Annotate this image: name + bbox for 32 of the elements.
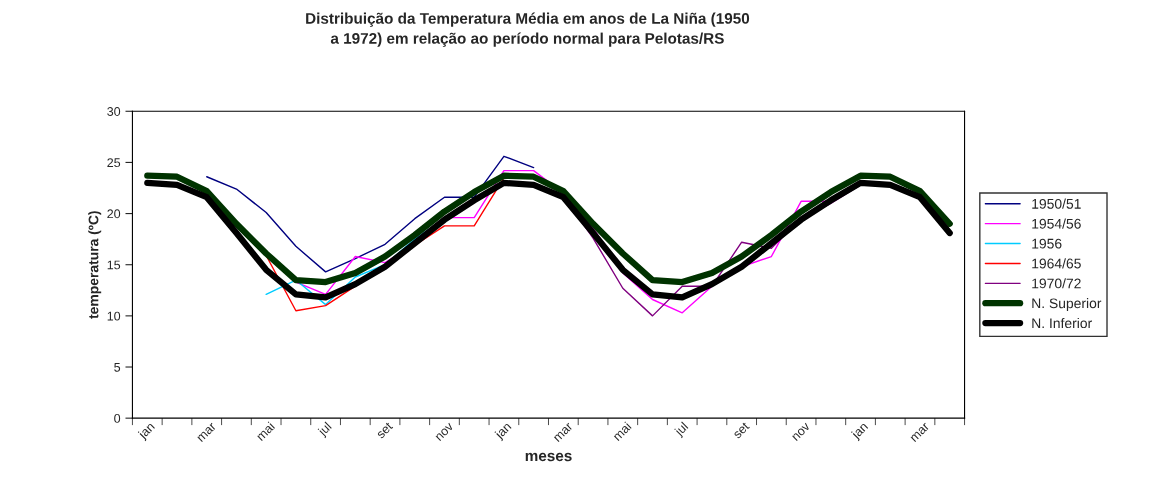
legend-label: 1956 — [1032, 238, 1062, 249]
y-tick-label: 0 — [114, 413, 121, 423]
x-tick-label: mar — [910, 422, 930, 443]
x-tick-label: nov — [435, 422, 454, 442]
legend-label: 1964/65 — [1032, 258, 1081, 269]
legend-label: 1970/72 — [1032, 278, 1081, 289]
line-series — [206, 155, 535, 273]
y-tick-label: 20 — [107, 209, 121, 219]
x-tick-label: jan — [850, 421, 870, 442]
x-tick-label: mai — [612, 421, 632, 442]
x-tick-label: jul — [673, 421, 691, 439]
y-tick-label: 5 — [114, 362, 121, 372]
legend-label: 1950/51 — [1032, 198, 1081, 209]
y-axis-title: temperatura (ºC) — [88, 211, 102, 319]
x-tick-label: set — [375, 421, 394, 439]
x-tick-label: jan — [137, 421, 157, 442]
legend-label: N. Superior — [1032, 298, 1102, 311]
x-tick-label: mai — [255, 421, 276, 442]
legend-label: N. Inferior — [1032, 317, 1092, 329]
legend-label: 1954/56 — [1032, 218, 1081, 229]
x-tick-label: jul — [316, 421, 334, 439]
x-tick-label: set — [732, 421, 750, 439]
x-tick-label: jan — [493, 421, 514, 442]
x-tick-label: mar — [553, 422, 574, 443]
y-tick-label: 25 — [107, 158, 121, 168]
x-tick-label: mar — [197, 422, 217, 443]
y-tick-label: 10 — [107, 311, 121, 321]
y-tick-label: 15 — [107, 260, 121, 270]
y-tick-label: 30 — [107, 107, 121, 116]
x-axis-title: meses — [525, 452, 572, 462]
chart-title: Distribuição da Temperatura Média em anos de La Niña (1950 a 1972) em relação ao período normal para Pelotas/RS — [306, 12, 750, 47]
x-tick-label: nov — [792, 422, 811, 442]
